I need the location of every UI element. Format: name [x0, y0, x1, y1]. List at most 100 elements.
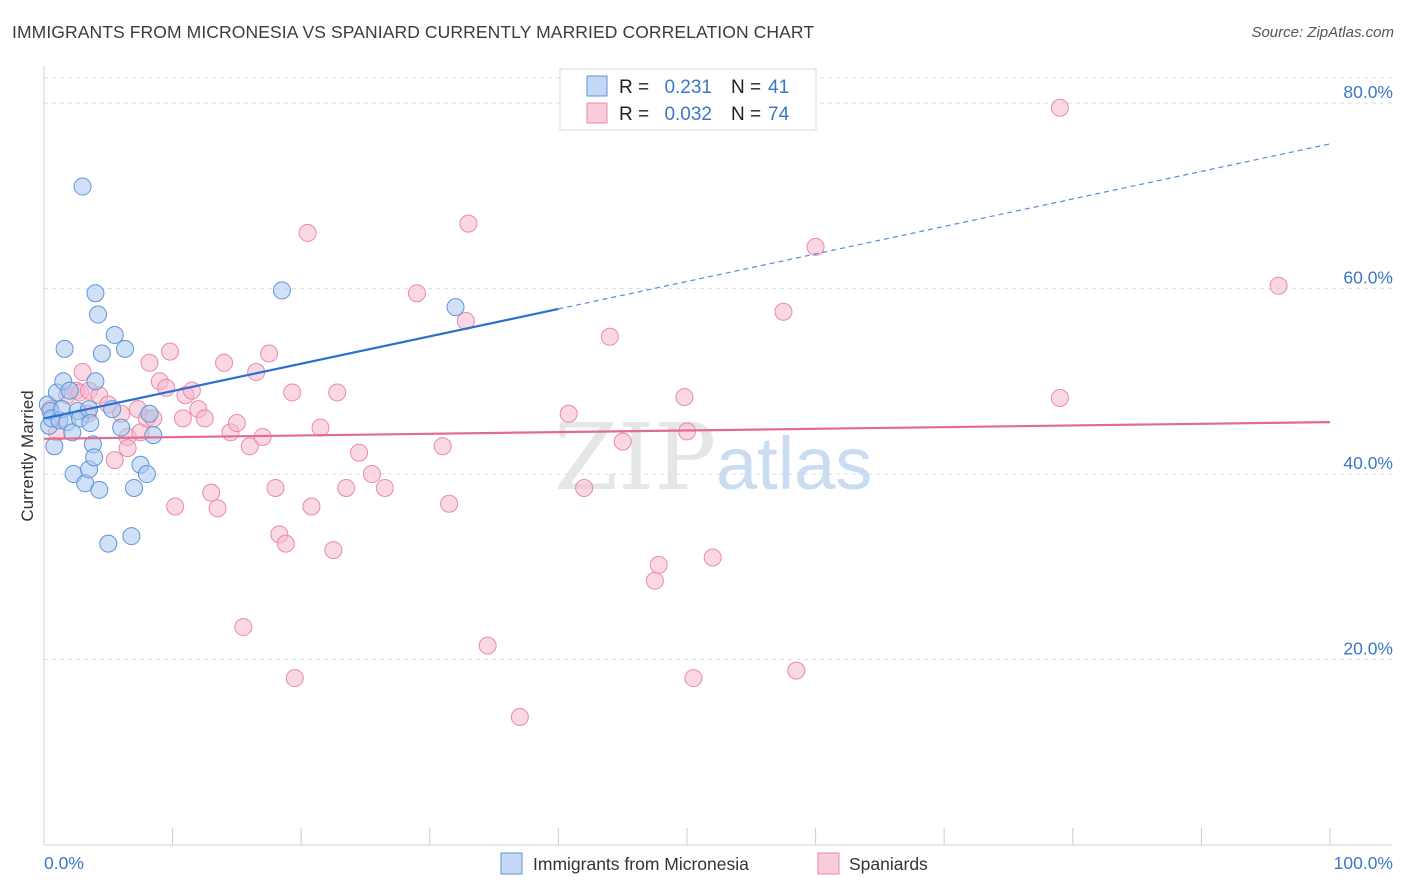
spaniards-point — [260, 344, 279, 363]
y-tick-label: 60.0% — [1343, 268, 1393, 288]
micronesia-point — [85, 448, 104, 467]
gridlines — [44, 77, 1392, 661]
legend-r-label-pink: R = — [619, 104, 649, 125]
spaniards-point — [161, 342, 180, 361]
micronesia-point — [272, 281, 291, 300]
spaniards-point — [613, 432, 632, 451]
micronesia-point — [73, 177, 92, 196]
micronesia-point — [140, 404, 159, 423]
spaniards-point — [266, 478, 285, 497]
zipatlas-watermark: ZIP atlas — [554, 404, 872, 511]
spaniards-point — [298, 223, 317, 242]
legend-n-value-pink: 74 — [768, 104, 790, 125]
legend-n-label-pink: N = — [731, 104, 761, 125]
micronesia-point — [55, 339, 74, 358]
micronesia-point — [99, 534, 118, 553]
spaniards-trend-line — [43, 421, 1331, 440]
legend-swatch-pink — [586, 102, 608, 124]
micronesia-point — [86, 372, 105, 391]
spaniards-point — [140, 353, 159, 372]
spaniards-point — [375, 478, 394, 497]
spaniards-point — [1269, 276, 1288, 295]
spaniards-point — [202, 483, 221, 502]
x-tick-label-max: 100.0% — [1334, 853, 1393, 873]
watermark-atlas: atlas — [716, 422, 872, 505]
spaniards-point — [208, 499, 227, 518]
legend-n-label-blue: N = — [731, 77, 761, 98]
spaniards-point — [311, 418, 330, 437]
spaniards-point — [649, 555, 668, 574]
micronesia-point — [81, 414, 100, 433]
micronesia-point — [116, 339, 135, 358]
y-tick-label: 40.0% — [1343, 453, 1393, 473]
spaniards-point — [118, 439, 137, 458]
spaniards-point — [166, 497, 185, 516]
micronesia-point — [89, 305, 108, 324]
micronesia-point — [45, 437, 64, 456]
spaniards-point — [173, 409, 192, 428]
spaniards-point — [806, 237, 825, 256]
spaniards-point — [575, 478, 594, 497]
spaniards-point — [240, 437, 259, 456]
axes — [43, 66, 1392, 846]
spaniards-point — [478, 636, 497, 655]
spaniards-point — [283, 383, 302, 402]
spaniards-point — [645, 571, 664, 590]
micronesia-point — [105, 325, 124, 344]
spaniards-point — [215, 353, 234, 372]
spaniards-point — [234, 618, 253, 637]
spaniards-point — [600, 327, 619, 346]
spaniards-point — [105, 451, 124, 470]
micronesia-point — [446, 298, 465, 317]
series-legend: Immigrants from Micronesia Spaniards — [500, 852, 928, 875]
micronesia-point — [137, 465, 156, 484]
spaniards-point — [302, 497, 321, 516]
spaniards-point — [1050, 98, 1069, 117]
legend-r-value-pink: 0.032 — [664, 104, 712, 125]
x-tick-marks — [172, 828, 1331, 845]
micronesia-point — [86, 284, 105, 303]
y-axis-title: Currently Married — [18, 390, 37, 521]
spaniards-point — [328, 383, 347, 402]
watermark-zip: ZIP — [554, 404, 716, 511]
spaniards-point — [276, 534, 295, 553]
spaniards-point — [510, 708, 529, 727]
legend-n-value-blue: 41 — [768, 77, 789, 98]
x-tick-label-min: 0.0% — [44, 853, 84, 873]
spaniards-point — [459, 214, 478, 233]
micronesia-trend-extension — [558, 143, 1331, 310]
trend-lines — [43, 143, 1331, 440]
spaniards-point — [285, 669, 304, 688]
series-legend-swatch-blue — [500, 852, 523, 875]
micronesia-trend-line — [43, 307, 559, 420]
spaniards-point — [337, 478, 356, 497]
spaniards-point — [195, 409, 214, 428]
micronesia-point — [92, 344, 111, 363]
spaniards-point — [440, 494, 459, 513]
spaniards-point — [559, 404, 578, 423]
micronesia-point — [144, 426, 163, 445]
micronesia-point — [112, 418, 131, 437]
legend-r-label-blue: R = — [619, 77, 649, 98]
micronesia-point — [125, 478, 144, 497]
series-legend-label-blue: Immigrants from Micronesia — [533, 854, 749, 874]
spaniards-point — [787, 661, 806, 680]
y-tick-labels: 20.0% 40.0% 60.0% 80.0% — [1343, 82, 1393, 658]
spaniards-point — [227, 414, 246, 433]
legend-r-value-blue: 0.231 — [664, 77, 712, 98]
y-tick-label: 20.0% — [1343, 639, 1393, 659]
spaniards-point — [350, 443, 369, 462]
spaniards-point — [433, 437, 452, 456]
spaniards-point — [324, 541, 343, 560]
chart-title: IMMIGRANTS FROM MICRONESIA VS SPANIARD C… — [12, 22, 815, 42]
micronesia-point — [90, 480, 109, 499]
stats-legend: R = 0.231 N = 41 R = 0.032 N = 74 — [559, 68, 817, 131]
spaniards-point — [703, 548, 722, 567]
micronesia-point — [122, 527, 141, 546]
spaniards-point — [1050, 389, 1069, 408]
spaniards-point — [774, 302, 793, 321]
micronesia-point — [63, 423, 82, 442]
micronesia-point — [60, 381, 79, 400]
series-legend-label-pink: Spaniards — [849, 854, 928, 874]
